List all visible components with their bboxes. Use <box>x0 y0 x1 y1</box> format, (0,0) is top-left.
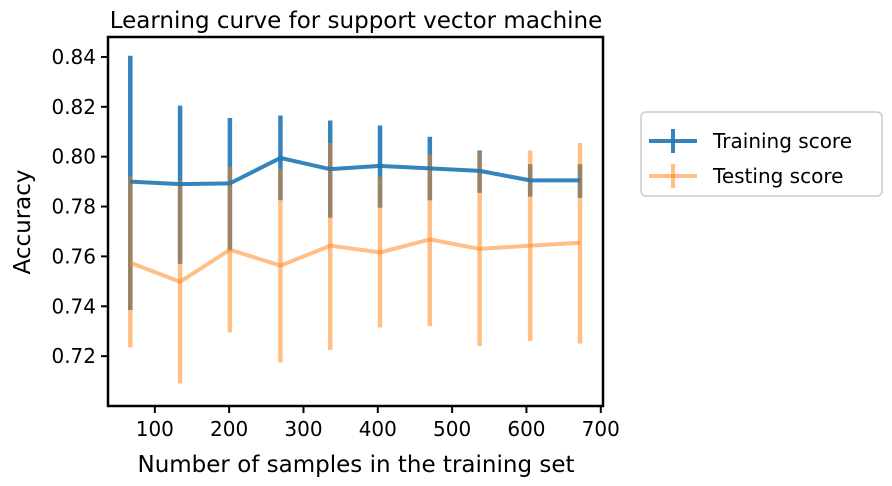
x-tick-label: 100 <box>136 417 174 441</box>
y-tick-label: 0.82 <box>51 95 96 119</box>
series-line-training <box>130 155 580 187</box>
legend-box <box>640 111 883 197</box>
x-tick-label: 600 <box>507 417 545 441</box>
legend-label-training: Training score <box>712 129 852 153</box>
legend: Training score Testing score <box>640 111 883 197</box>
y-axis-label: Accuracy <box>10 169 36 274</box>
y-axis-ticks: 0.72 0.74 0.76 0.78 0.80 0.82 0.84 <box>51 45 108 368</box>
chart-title: Learning curve for support vector machin… <box>110 8 603 34</box>
y-tick-label: 0.72 <box>51 344 96 368</box>
x-tick-label: 400 <box>359 417 397 441</box>
y-tick-label: 0.76 <box>51 244 96 268</box>
y-tick-label: 0.78 <box>51 195 96 219</box>
series-lines <box>129 155 581 284</box>
x-tick-label: 500 <box>433 417 471 441</box>
x-axis-label: Number of samples in the training set <box>138 452 575 478</box>
x-tick-label: 700 <box>582 417 620 441</box>
error-bars <box>128 55 583 384</box>
legend-label-testing: Testing score <box>712 164 843 188</box>
y-tick-label: 0.74 <box>51 294 96 318</box>
x-tick-label: 300 <box>284 417 322 441</box>
y-tick-label: 0.84 <box>51 45 96 69</box>
y-tick-label: 0.80 <box>51 145 96 169</box>
series-line-testing <box>129 237 581 284</box>
x-axis-ticks: 100 200 300 400 500 600 700 <box>136 406 620 441</box>
x-tick-label: 200 <box>210 417 248 441</box>
plot-frame <box>106 35 605 408</box>
